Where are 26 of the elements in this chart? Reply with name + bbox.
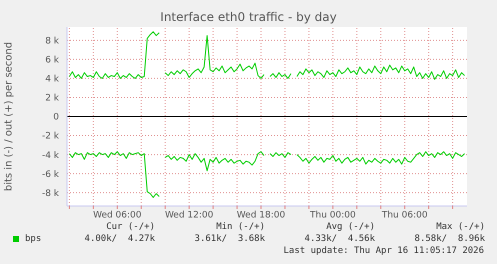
y-tick-label: 2 k	[45, 94, 60, 104]
text: 4.33k/ 4.56k	[304, 234, 375, 244]
legend-label: bps	[25, 234, 42, 244]
text: 4.00k/ 4.27k	[84, 234, 155, 244]
y-tick-label: -4 k	[42, 150, 60, 161]
x-tick-label: Wed 12:00	[164, 210, 214, 220]
y-tick-label: -6 k	[42, 170, 60, 180]
y-tick-label: 8 k	[45, 36, 60, 47]
y-tick-label: 6 k	[45, 56, 60, 66]
y-tick-label: 4 k	[45, 74, 60, 85]
text: Last update: Thu Apr 16 11:05:17 2026	[284, 246, 484, 256]
x-tick-label: Wed 18:00	[236, 210, 286, 220]
y-axis-title: bits in (-) / out (+) per second	[4, 42, 15, 192]
text: 8.58k/ 8.96k	[414, 234, 485, 244]
text: Max (-/+)	[435, 222, 485, 232]
x-tick-label: Thu 00:00	[309, 210, 356, 220]
x-tick-label: Wed 06:00	[93, 210, 142, 220]
chart-title: Interface eth0 traffic - by day	[159, 10, 338, 24]
text: Min (-/+)	[215, 222, 265, 232]
y-tick-label: 0	[53, 112, 60, 123]
x-tick-label: Thu 06:00	[380, 210, 428, 220]
text: Cur (-/+)	[105, 222, 155, 232]
y-tick-label: -8 k	[42, 188, 60, 199]
text: 3.61k/ 3.68k	[194, 234, 265, 244]
y-tick-label: -2 k	[42, 132, 60, 142]
text: Avg (-/+)	[325, 222, 375, 232]
